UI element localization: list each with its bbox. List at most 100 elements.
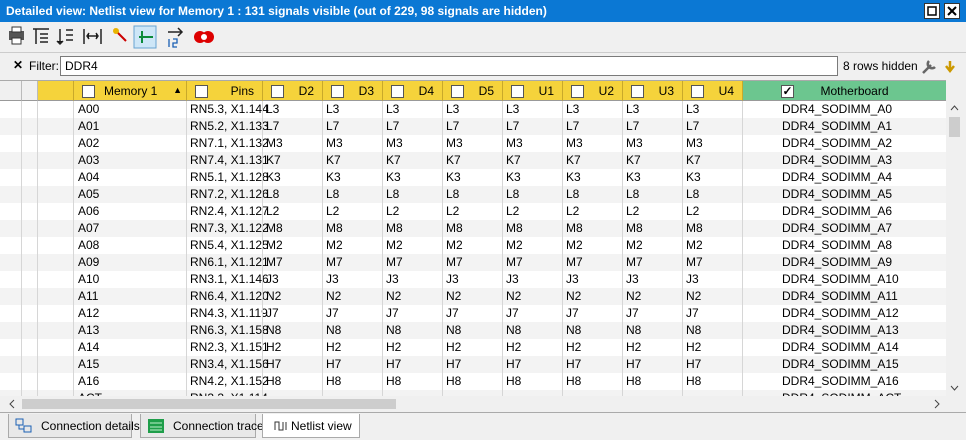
- next-button[interactable]: [945, 61, 955, 74]
- column-header[interactable]: Memory 1 ▲: [74, 81, 187, 101]
- column-checkbox[interactable]: [271, 85, 284, 98]
- board-cell: DDR4_SODIMM_A6: [782, 204, 893, 218]
- probe-button[interactable]: [113, 28, 127, 42]
- ball-cell: L8: [626, 187, 640, 201]
- filter-input[interactable]: DDR4: [60, 56, 838, 76]
- board-cell: DDR4_SODIMM_A13: [782, 323, 899, 337]
- horizontal-scrollbar[interactable]: [0, 396, 963, 412]
- ball-cell: M2: [566, 238, 583, 252]
- table-row[interactable]: A09 RN6.1, X1.121 M7 M7 M7 M7 M7 M7 M7 M7 DDR4_SOD…: [0, 254, 946, 271]
- table-row[interactable]: ACT RN3.3, X1.114 DDR4_SODIMM_ACT: [0, 390, 946, 396]
- column-checkbox[interactable]: [631, 85, 644, 98]
- column-checkbox[interactable]: ✓: [781, 84, 794, 98]
- close-button[interactable]: [944, 3, 960, 19]
- link-button[interactable]: [194, 31, 214, 43]
- collapse-button[interactable]: [33, 28, 49, 44]
- vertical-scrollbar[interactable]: [946, 100, 963, 396]
- column-header[interactable]: D3: [323, 81, 383, 101]
- column-header[interactable]: D5: [443, 81, 503, 101]
- column-divider: [562, 101, 563, 396]
- pins-cell: RN6.1, X1.121: [190, 255, 269, 269]
- clear-filter[interactable]: ✕: [13, 58, 24, 72]
- column-header[interactable]: Pins: [187, 81, 263, 101]
- tab[interactable]: Connection details: [8, 414, 140, 438]
- tab[interactable]: Netlist view: [262, 414, 360, 438]
- ball-cell: M3: [686, 136, 703, 150]
- ball-cell: M8: [266, 221, 283, 235]
- sort-indicator: ▲: [173, 85, 182, 95]
- sort-button[interactable]: [56, 29, 73, 46]
- ball-cell: L7: [446, 119, 460, 133]
- ball-cell: H7: [566, 357, 582, 371]
- ball-cell: L3: [626, 102, 640, 116]
- ball-cell: L7: [566, 119, 580, 133]
- table-row[interactable]: A01 RN5.2, X1.133 L7 L7 L7 L7 L7 L7 L7 L7 DDR4_SOD…: [0, 118, 946, 135]
- ball-cell: M7: [506, 255, 523, 269]
- column-header-label: U3: [658, 84, 674, 98]
- fit-button[interactable]: [83, 29, 102, 44]
- table-row[interactable]: A16 RN4.2, X1.152 H8 H8 H8 H8 H8 H8 H8 H8 DDR4_SOD…: [0, 373, 946, 390]
- ball-cell: H7: [686, 357, 702, 371]
- column-divider: [442, 101, 443, 396]
- column-checkbox[interactable]: [82, 85, 95, 98]
- column-checkbox[interactable]: [195, 85, 208, 98]
- column-checkbox[interactable]: [691, 85, 704, 98]
- table-row[interactable]: A02 RN7.1, X1.132 M3 M3 M3 M3 M3 M3 M3 M3 DDR4_SOD…: [0, 135, 946, 152]
- board-cell: DDR4_SODIMM_A2: [782, 136, 893, 150]
- ball-cell: L2: [686, 204, 700, 218]
- table-row[interactable]: A12 RN4.3, X1.119 J7 J7 J7 J7 J7 J7 J7 J7 DDR4_SOD…: [0, 305, 946, 322]
- column-header[interactable]: U4: [683, 81, 743, 101]
- netlist-button[interactable]: [133, 25, 157, 49]
- column-header[interactable]: U1: [503, 81, 563, 101]
- signal-cell: A14: [78, 340, 100, 354]
- pins-cell: RN7.2, X1.126: [190, 187, 269, 201]
- table-row[interactable]: A03 RN7.4, X1.131 K7 K7 K7 K7 K7 K7 K7 K7 DDR4_SOD…: [0, 152, 946, 169]
- column-checkbox[interactable]: [391, 85, 404, 98]
- column-header[interactable]: U3: [623, 81, 683, 101]
- ball-cell: L7: [626, 119, 640, 133]
- column-checkbox[interactable]: [571, 85, 584, 98]
- pins-cell: RN3.1, X1.146: [190, 272, 269, 286]
- tab[interactable]: Connection trace: [140, 414, 264, 438]
- column-header-label: Motherboard: [820, 84, 889, 98]
- ball-cell: H8: [686, 374, 702, 388]
- restore-button[interactable]: [924, 3, 940, 19]
- table-row[interactable]: A14 RN2.3, X1.151 H2 H2 H2 H2 H2 H2 H2 H2 DDR4_SOD…: [0, 339, 946, 356]
- board-cell: DDR4_SODIMM_A1: [782, 119, 893, 133]
- column-header[interactable]: ✓ Motherboard: [743, 81, 946, 101]
- print-button[interactable]: [9, 26, 24, 45]
- column-divider: [37, 101, 38, 396]
- column-header[interactable]: D4: [383, 81, 443, 101]
- column-header-label: D2: [298, 84, 314, 98]
- ball-cell: N8: [446, 323, 462, 337]
- table-row[interactable]: A07 RN7.3, X1.122 M8 M8 M8 M8 M8 M8 M8 M8 DDR4_SOD…: [0, 220, 946, 237]
- pins-cell: RN7.3, X1.122: [190, 221, 269, 235]
- column-header[interactable]: U2: [563, 81, 623, 101]
- table-row[interactable]: A15 RN3.4, X1.156 H7 H7 H7 H7 H7 H7 H7 H7 DDR4_SOD…: [0, 356, 946, 373]
- column-divider: [502, 101, 503, 396]
- table-row[interactable]: A05 RN7.2, X1.126 L8 L8 L8 L8 L8 L8 L8 L8 DDR4_SOD…: [0, 186, 946, 203]
- ball-cell: K7: [326, 153, 341, 167]
- table-row[interactable]: A00 RN5.3, X1.144 L3 L3 L3 L3 L3 L3 L3 L3 DDR4_SOD…: [0, 101, 946, 118]
- table-row[interactable]: A13 RN6.3, X1.158 N8 N8 N8 N8 N8 N8 N8 N8 DDR4_SOD…: [0, 322, 946, 339]
- table-row[interactable]: A06 RN2.4, X1.127 L2 L2 L2 L2 L2 L2 L2 L2 DDR4_SOD…: [0, 203, 946, 220]
- settings-button[interactable]: [922, 60, 936, 74]
- column-checkbox[interactable]: [331, 85, 344, 98]
- table-row[interactable]: A08 RN5.4, X1.125 M2 M2 M2 M2 M2 M2 M2 M2 DDR4_SOD…: [0, 237, 946, 254]
- board-cell: DDR4_SODIMM_A8: [782, 238, 893, 252]
- ball-cell: N8: [686, 323, 702, 337]
- ball-cell: N2: [566, 289, 582, 303]
- column-divider: [262, 101, 263, 396]
- column-checkbox[interactable]: [511, 85, 524, 98]
- column-header[interactable]: D2: [263, 81, 323, 101]
- table-row[interactable]: A11 RN6.4, X1.120 N2 N2 N2 N2 N2 N2 N2 N2 DDR4_SOD…: [0, 288, 946, 305]
- signal-cell: A13: [78, 323, 100, 337]
- table-row[interactable]: A04 RN5.1, X1.128 K3 K3 K3 K3 K3 K3 K3 K3 DDR4_SOD…: [0, 169, 946, 186]
- pins-cell: RN5.4, X1.125: [190, 238, 269, 252]
- column-checkbox[interactable]: [451, 85, 464, 98]
- table-row[interactable]: A10 RN3.1, X1.146 J3 J3 J3 J3 J3 J3 J3 J3 DDR4_SOD…: [0, 271, 946, 288]
- signal-cell: A12: [78, 306, 100, 320]
- order-button[interactable]: [168, 27, 184, 48]
- ball-cell: J3: [686, 272, 699, 286]
- signal-cell: A07: [78, 221, 100, 235]
